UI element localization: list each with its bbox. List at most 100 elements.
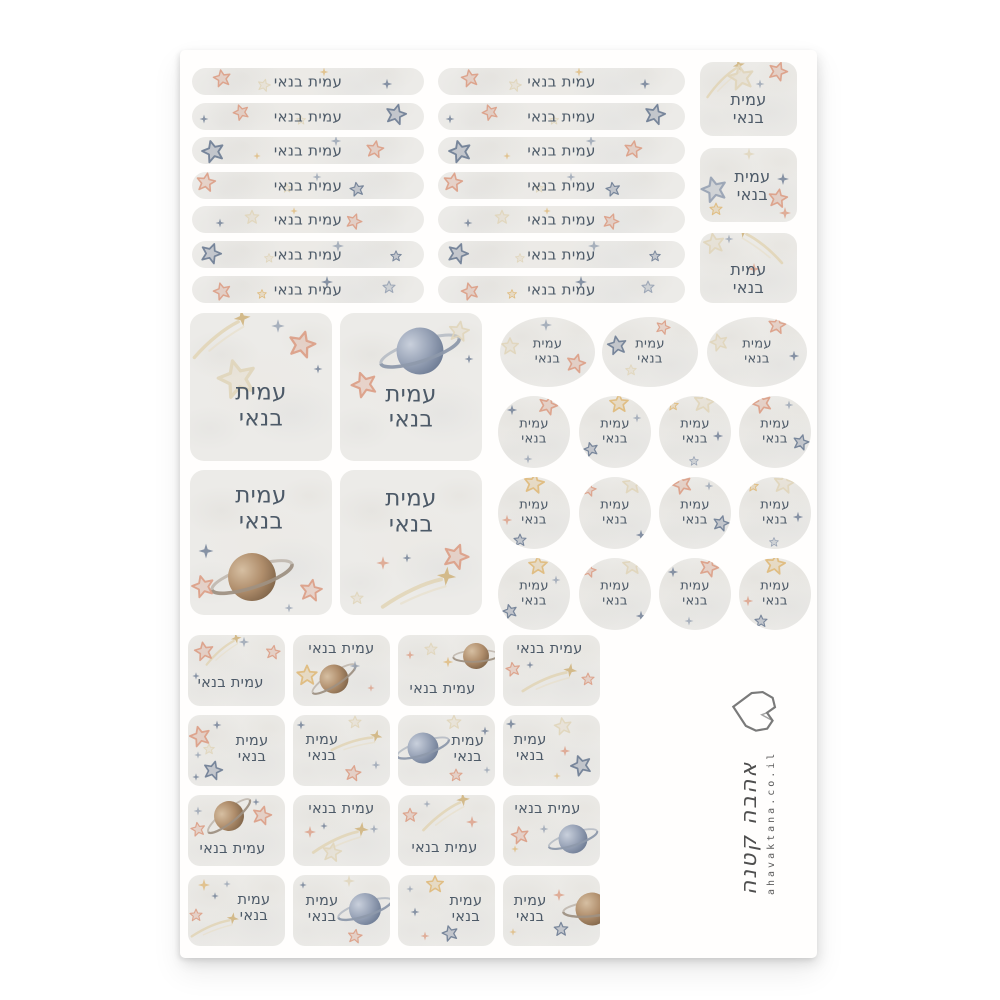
sticker-rect: עמית בנאי [188,715,285,786]
star-icon [390,250,403,263]
saturn-planet-icon [300,650,368,706]
star-icon [350,590,364,604]
sparkle-icon [559,745,571,757]
sparkle-icon [464,354,474,364]
sparkle-icon [253,152,262,161]
sticker-strip: עמית בנאי [192,172,424,199]
sticker-rect: עמית בנאי [398,715,495,786]
sticker-name-text: עמית בנאי [600,578,630,608]
sticker-name-text: עמית בנאי [635,336,665,366]
star-icon [402,807,418,823]
sparkle-icon [684,616,694,626]
star-icon [553,921,569,937]
sparkle-icon [463,218,473,228]
sparkle-icon [366,683,375,692]
sparkle-icon [788,350,800,362]
star-icon [197,137,228,164]
sticker-strip: עמית בנאי [438,137,685,164]
star-icon [458,279,482,303]
star-icon [520,477,547,496]
star-icon [668,477,696,498]
sticker-rect: עמית בנאי [503,875,600,946]
sticker-rect: עמית בנאי [293,635,390,706]
sticker-name-text: עמית בנאי [308,641,375,658]
saturn-planet-icon [398,723,454,771]
sticker-name-text: עמית בנאי [273,72,343,91]
star-icon [200,757,226,783]
star-icon [255,76,273,94]
sticker-oval: עמית בנאי [602,317,698,387]
sparkle-icon [211,892,220,901]
star-icon [478,103,501,123]
sticker-sheet: עמית בנאי עמית בנאי עמית בנאי עמית בנאי עמית… [180,50,817,958]
sticker-rect: עמית בנאי [503,715,600,786]
sticker-rect: עמית בנאי [293,795,390,866]
sticker-square: עמית בנאי [700,233,797,303]
sparkle-icon [779,206,793,220]
sparkle-icon [197,543,214,560]
sparkle-icon [552,888,566,902]
sticker-rect: עמית בנאי [398,795,495,866]
sticker-rect: עמית בנאי [398,635,495,706]
sparkle-icon [526,661,535,670]
sticker-rect: עמית בנאי [188,795,285,866]
star-icon [343,210,366,233]
shooting-star-icon [519,654,584,703]
shooting-star-icon [190,313,263,363]
star-icon [581,439,601,459]
sparkle-icon [724,234,734,244]
star-icon [503,660,522,679]
sticker-strip: עמית בנאי [438,68,685,95]
star-icon [346,366,383,403]
star-icon [766,317,789,337]
sparkle-icon [792,511,804,523]
star-icon [445,137,476,164]
sticker-name-text: עמית בנאי [680,578,710,608]
sticker-name-text: עמית בנאי [197,675,264,692]
sticker-name-text: עמית בנאי [760,416,790,446]
saturn-planet-icon [333,884,390,934]
sparkle-icon [375,555,390,570]
star-icon [724,62,757,93]
sparkle-icon [381,78,393,90]
brand-url: ahavaktana.co.il [766,750,777,895]
star-icon [343,763,364,784]
star-icon [425,875,445,893]
star-icon [229,103,252,123]
sticker-rect: עמית בנאי [503,635,600,706]
star-icon [347,180,366,199]
sticker-strip: עמית בנאי [192,68,424,95]
sticker-name-text: עמית בנאי [519,416,549,446]
sticker-name-text: עמית בנאי [527,176,596,195]
star-icon [667,398,680,411]
sticker-name-text: עמית בנאי [760,578,790,608]
star-icon [500,601,520,621]
star-icon [641,280,655,294]
saturn-planet-icon [544,816,600,861]
sparkle-icon [501,514,513,526]
shooting-star-icon [379,556,466,615]
sparkle-icon [420,931,430,941]
sticker-large-square: עמית בנאי [340,313,482,461]
star-icon [296,576,325,605]
sparkle-icon [742,148,756,161]
sticker-name-text: עמית בנאי [527,72,596,91]
star-icon [690,396,717,416]
brand-logo-text: אהבה קטנה ahavaktana.co.il [737,705,793,895]
star-icon [579,479,599,499]
sticker-name-text: עמית בנאי [532,336,563,366]
sticker-name-text: עמית בנאי [519,497,549,527]
star-icon [512,533,527,547]
sticker-name-text: עמית בנאי [273,210,343,229]
sticker-name-text: עמית בנאי [411,839,478,856]
star-icon [622,138,645,161]
star-icon [764,62,792,85]
star-icon [566,750,596,780]
star-icon [443,241,473,268]
sparkle-icon [199,114,209,124]
sparkle-icon [742,595,754,607]
star-icon [438,537,475,574]
sparkle-icon [635,529,647,541]
sticker-rect: עמית בנאי [503,795,600,866]
